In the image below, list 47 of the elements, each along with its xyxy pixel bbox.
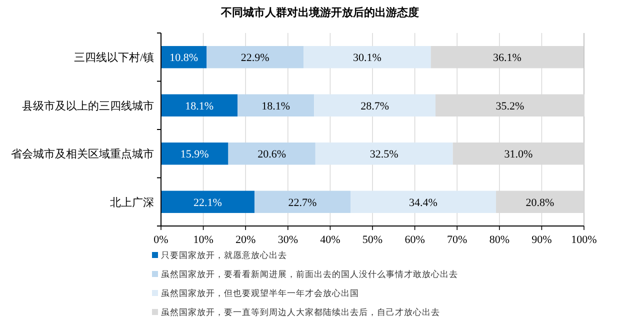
- bar: [161, 94, 238, 116]
- bar: [161, 190, 254, 213]
- data-label: 18.1%: [185, 100, 214, 112]
- legend-label: 虽然国家放开，要一直等到周边人大家都陆续出去后，自己才放心出去: [161, 307, 440, 317]
- bar: [228, 142, 316, 165]
- data-label: 20.8%: [526, 196, 554, 209]
- data-label: 10.8%: [170, 52, 198, 64]
- data-label: 15.9%: [180, 148, 209, 161]
- data-label: 35.2%: [496, 100, 524, 112]
- x-tick-label: 80%: [489, 234, 510, 246]
- legend-label: 虽然国家放开，但也要观望半年一年才会放心出国: [161, 288, 359, 298]
- data-label: 30.1%: [353, 52, 382, 64]
- data-label: 32.5%: [370, 148, 398, 161]
- y-tick-label: 县级市及以上的三四线城市: [22, 99, 154, 112]
- bar: [161, 142, 228, 165]
- y-tick-label: 三四线以下村/镇: [74, 51, 154, 64]
- bar: [314, 94, 436, 116]
- x-tick-label: 10%: [193, 234, 214, 246]
- bar: [254, 190, 351, 213]
- x-tick-label: 60%: [404, 234, 425, 246]
- y-tick-label: 北上广深: [110, 196, 154, 209]
- data-label: 31.0%: [504, 148, 533, 161]
- legend-label: 虽然国家放开，要看看新闻进展，前面出去的国人没什么事情才敢放心出去: [161, 269, 458, 279]
- bar: [206, 46, 304, 68]
- data-label: 18.1%: [262, 100, 290, 112]
- x-tick-label: 90%: [532, 234, 552, 246]
- x-tick-label: 0%: [154, 234, 168, 246]
- x-tick-label: 100%: [571, 234, 597, 246]
- x-tick-label: 50%: [362, 234, 383, 246]
- x-tick-label: 70%: [447, 234, 468, 246]
- data-label: 22.1%: [194, 196, 222, 209]
- data-label: 28.7%: [360, 100, 390, 112]
- chart-title: 不同城市人群对出境游开放后的出游态度: [220, 6, 419, 19]
- bar: [238, 94, 314, 116]
- data-label: 22.7%: [288, 196, 317, 209]
- y-tick-label: 省会城市及相关区域重点城市: [11, 148, 154, 161]
- data-label: 20.6%: [258, 148, 286, 161]
- data-label: 36.1%: [493, 52, 522, 64]
- data-label: 22.9%: [240, 52, 270, 64]
- bar: [315, 142, 453, 165]
- bar: [350, 190, 496, 213]
- x-tick-label: 40%: [320, 234, 340, 246]
- x-tick-label: 20%: [236, 234, 256, 246]
- x-tick-label: 30%: [278, 234, 298, 246]
- bar: [304, 46, 431, 68]
- data-label: 34.4%: [409, 196, 438, 209]
- legend-label: 只要国家放开，就愿意放心出去: [161, 250, 287, 260]
